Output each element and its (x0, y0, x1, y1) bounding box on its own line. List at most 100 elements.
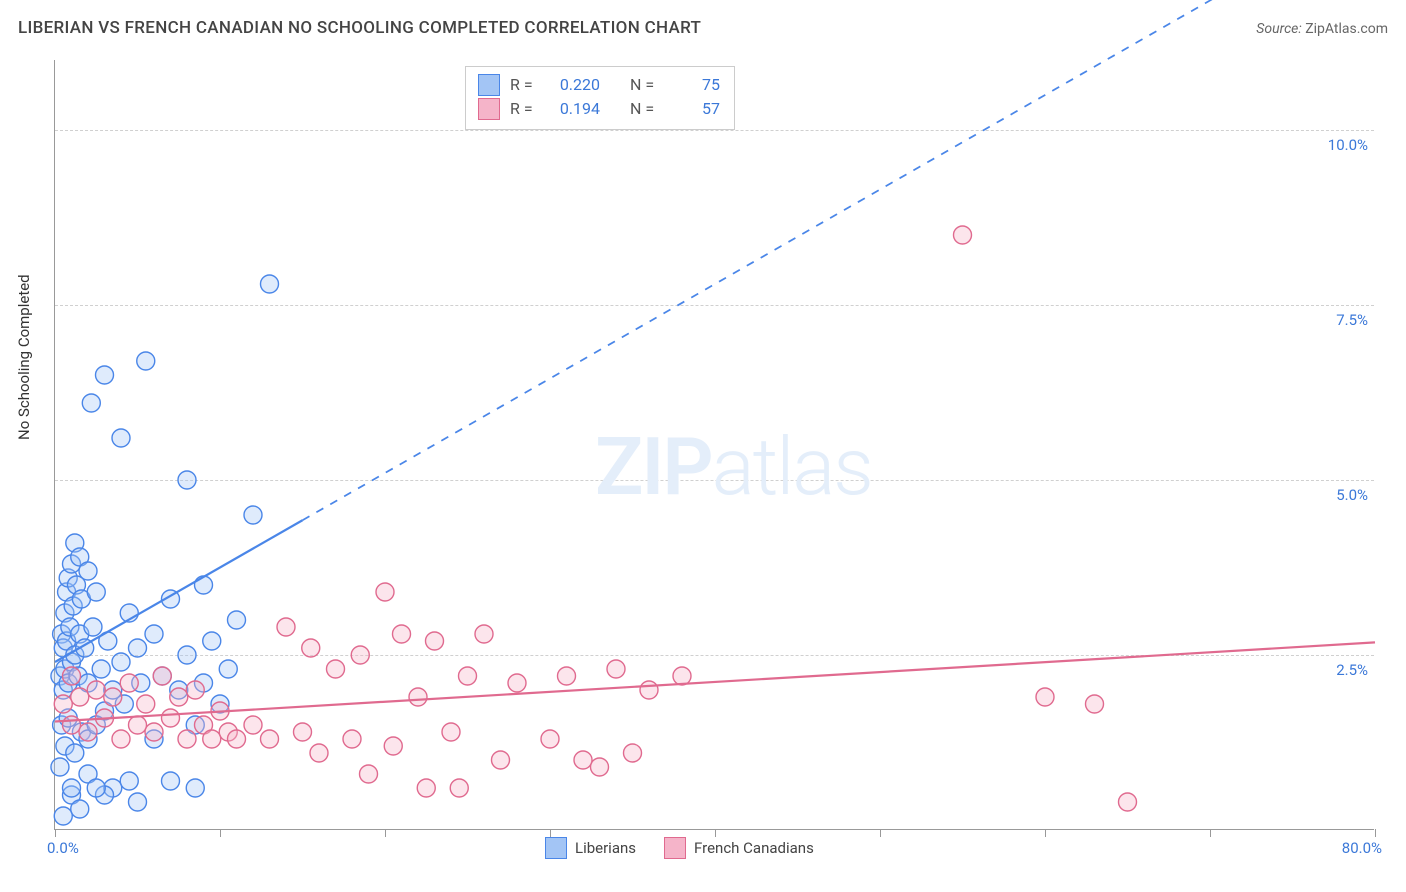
scatter-point (244, 506, 262, 524)
scatter-point (104, 688, 122, 706)
x-tick (880, 829, 881, 837)
stats-legend-box: R = 0.220 N = 75 R = 0.194 N = 57 (465, 66, 735, 130)
scatter-point (409, 688, 427, 706)
scatter-point (54, 807, 72, 825)
x-tick (55, 829, 56, 837)
scatter-point (87, 681, 105, 699)
scatter-point (178, 471, 196, 489)
scatter-point (310, 744, 328, 762)
scatter-point (96, 366, 114, 384)
source-label: Source: (1256, 21, 1301, 37)
scatter-point (137, 352, 155, 370)
scatter-point (360, 765, 378, 783)
scatter-point (624, 744, 642, 762)
scatter-point (450, 779, 468, 797)
scatter-point (54, 695, 72, 713)
scatter-point (63, 779, 81, 797)
scatter-point (112, 653, 130, 671)
scatter-point (129, 793, 147, 811)
y-tick-label: 7.5% (1336, 311, 1368, 329)
stat-value-r-1: 0.220 (550, 73, 600, 97)
scatter-point (351, 646, 369, 664)
scatter-point (63, 667, 81, 685)
scatter-point (195, 576, 213, 594)
scatter-point (153, 667, 171, 685)
scatter-point (558, 667, 576, 685)
scatter-point (673, 667, 691, 685)
scatter-point (71, 800, 89, 818)
scatter-point (66, 744, 84, 762)
scatter-point (186, 779, 204, 797)
x-tick (1375, 829, 1376, 837)
legend-item-2: French Canadians (664, 837, 814, 859)
legend-item-1: Liberians (545, 837, 636, 859)
scatter-point (92, 660, 110, 678)
source-value: ZipAtlas.com (1305, 21, 1388, 37)
scatter-point (1036, 688, 1054, 706)
scatter-point (203, 632, 221, 650)
scatter-point (574, 751, 592, 769)
chart-title: LIBERIAN VS FRENCH CANADIAN NO SCHOOLING… (18, 18, 701, 38)
scatter-point (591, 758, 609, 776)
scatter-point (162, 772, 180, 790)
swatch-series-1 (478, 74, 500, 96)
scatter-point (459, 667, 477, 685)
legend-label-1: Liberians (575, 839, 636, 857)
scatter-point (294, 723, 312, 741)
x-axis-origin-label: 0.0% (47, 839, 79, 857)
scatter-point (261, 730, 279, 748)
x-tick (550, 829, 551, 837)
scatter-point (120, 772, 138, 790)
x-tick (1045, 829, 1046, 837)
scatter-point (87, 779, 105, 797)
scatter-point (145, 625, 163, 643)
legend-swatch-1 (545, 837, 567, 859)
scatter-point (302, 639, 320, 657)
x-tick (220, 829, 221, 837)
y-tick-label: 10.0% (1328, 136, 1368, 154)
scatter-point (426, 632, 444, 650)
scatter-point (384, 737, 402, 755)
scatter-point (261, 275, 279, 293)
scatter-point (120, 674, 138, 692)
scatter-point (112, 429, 130, 447)
stat-value-n-1: 75 (670, 73, 720, 97)
scatter-point (508, 674, 526, 692)
stat-label-r-1: R = (510, 73, 540, 97)
scatter-point (162, 709, 180, 727)
stat-label-r-2: R = (510, 97, 540, 121)
stat-value-r-2: 0.194 (550, 97, 600, 121)
scatter-point (244, 716, 262, 734)
scatter-point (228, 730, 246, 748)
stat-label-n-1: N = (630, 73, 660, 97)
x-axis-end-label: 80.0% (1342, 839, 1382, 857)
scatter-point (1086, 695, 1104, 713)
bottom-legend: Liberians French Canadians (545, 837, 814, 859)
scatter-point (417, 779, 435, 797)
scatter-point (343, 730, 361, 748)
scatter-point (203, 730, 221, 748)
y-axis-label: No Schooling Completed (15, 274, 33, 440)
scatter-point (277, 618, 295, 636)
scatter-point (607, 660, 625, 678)
y-axis-label-container: No Schooling Completed (14, 274, 33, 440)
swatch-series-2 (478, 98, 500, 120)
legend-label-2: French Canadians (694, 839, 814, 857)
header-row: LIBERIAN VS FRENCH CANADIAN NO SCHOOLING… (18, 18, 1388, 38)
stat-value-n-2: 57 (670, 97, 720, 121)
y-tick-label: 2.5% (1336, 661, 1368, 679)
x-tick (715, 829, 716, 837)
stats-row-1: R = 0.220 N = 75 (478, 73, 720, 97)
legend-swatch-2 (664, 837, 686, 859)
scatter-point (178, 730, 196, 748)
scatter-point (79, 723, 97, 741)
scatter-point (82, 394, 100, 412)
scatter-point (327, 660, 345, 678)
stats-row-2: R = 0.194 N = 57 (478, 97, 720, 121)
scatter-point (63, 716, 81, 734)
y-tick-label: 5.0% (1336, 486, 1368, 504)
source-attribution: Source: ZipAtlas.com (1256, 21, 1388, 37)
scatter-point (129, 716, 147, 734)
scatter-point (1119, 793, 1137, 811)
scatter-point (84, 618, 102, 636)
